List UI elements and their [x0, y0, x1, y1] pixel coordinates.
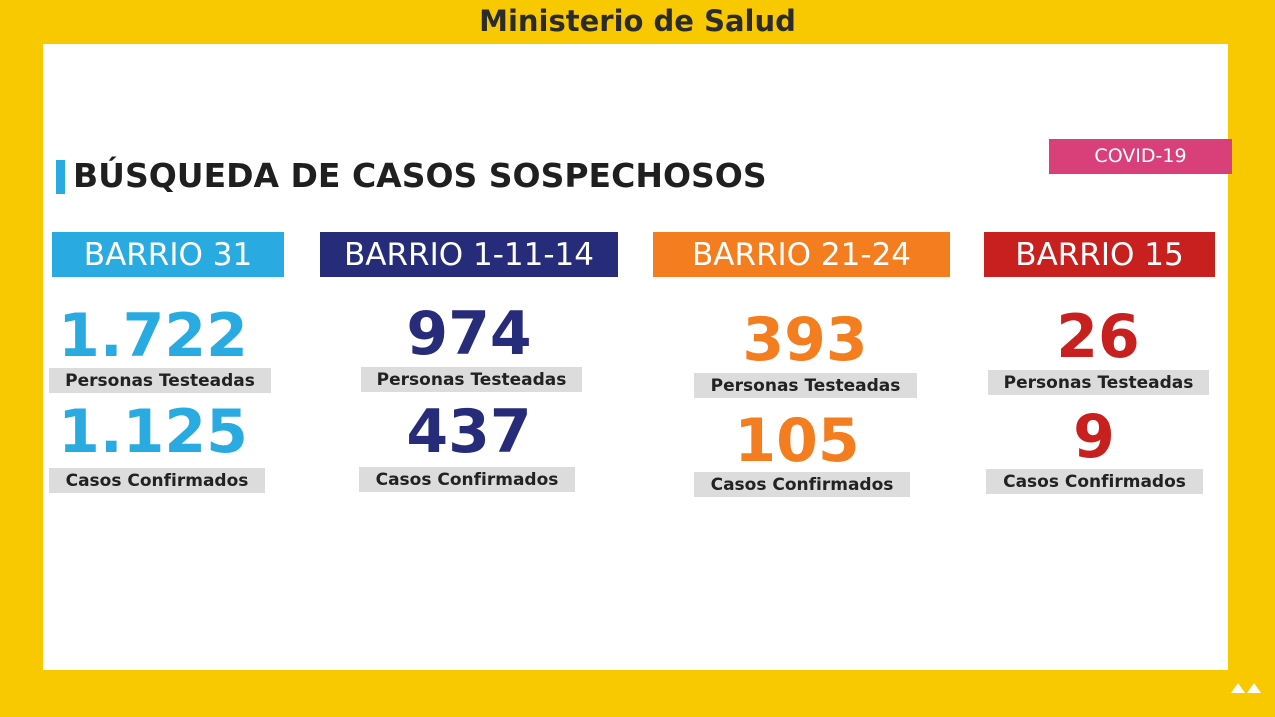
heading: BÚSQUEDA DE CASOS SOSPECHOSOS [73, 156, 767, 195]
header-title: Ministerio de Salud [479, 4, 796, 38]
confirmed-count: 437 [406, 397, 532, 467]
confirmed-count: 1.125 [58, 397, 248, 467]
barrio-name: BARRIO 31 [52, 232, 284, 277]
tested-count: 1.722 [58, 301, 248, 371]
tested-label: Personas Testeadas [988, 370, 1209, 395]
tested-count: 393 [742, 305, 868, 375]
barrio-name: BARRIO 1-11-14 [320, 232, 618, 277]
tested-count: 974 [406, 299, 532, 369]
confirmed-label: Casos Confirmados [986, 469, 1203, 494]
tested-label: Personas Testeadas [694, 373, 917, 398]
barrio-name: BARRIO 21-24 [653, 232, 950, 277]
heading-accent [56, 160, 65, 194]
confirmed-label: Casos Confirmados [49, 468, 265, 493]
barrio-name: BARRIO 15 [984, 232, 1215, 277]
logo [1229, 681, 1263, 695]
tested-label: Personas Testeadas [49, 368, 271, 393]
badge: COVID-19 [1049, 139, 1232, 174]
confirmed-label: Casos Confirmados [694, 472, 910, 497]
confirmed-count: 9 [1073, 402, 1115, 472]
confirmed-label: Casos Confirmados [359, 467, 575, 492]
tested-label: Personas Testeadas [361, 367, 582, 392]
confirmed-count: 105 [734, 406, 860, 476]
tested-count: 26 [1056, 302, 1140, 372]
panel [43, 44, 1228, 670]
